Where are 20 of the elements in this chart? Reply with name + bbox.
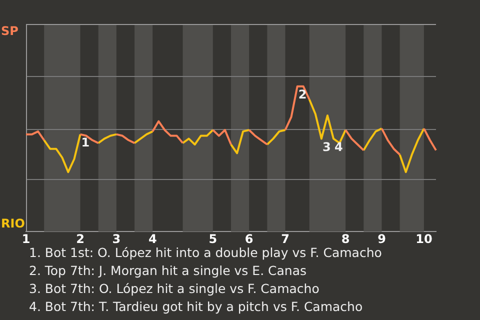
annotation: 4 [334, 140, 343, 154]
x-tick-label: 5 [208, 232, 218, 246]
annotation: 3 [322, 140, 331, 154]
text: 2. Top 7th: J. Morgan hit a single vs E. Canas [29, 262, 308, 280]
x-tick-label: 1 [22, 232, 30, 246]
x-tick-label: 9 [378, 232, 386, 246]
x-tick-label: 3 [112, 232, 121, 246]
x-tick-label: 8 [341, 232, 350, 246]
text: 1. Bot 1st: O. López hit into a double play vs F. Camacho [29, 244, 382, 262]
x-tick-label: 4 [148, 232, 157, 246]
annotation: 2 [298, 88, 307, 102]
text: RIO [1, 216, 25, 231]
x-tick-label: 6 [244, 232, 254, 246]
annotation: 1 [81, 135, 90, 150]
x-tick-label: 7 [281, 232, 290, 246]
text: 4. Bot 7th: T. Tardieu got hit by a pitch vs F. Camacho [29, 298, 364, 316]
text: 3. Bot 7th: O. López hit a single vs F. Camacho [29, 280, 320, 298]
x-tick-label: 2 [76, 232, 84, 246]
x-tick-label: 10 [416, 232, 432, 246]
text: SP [1, 24, 19, 38]
